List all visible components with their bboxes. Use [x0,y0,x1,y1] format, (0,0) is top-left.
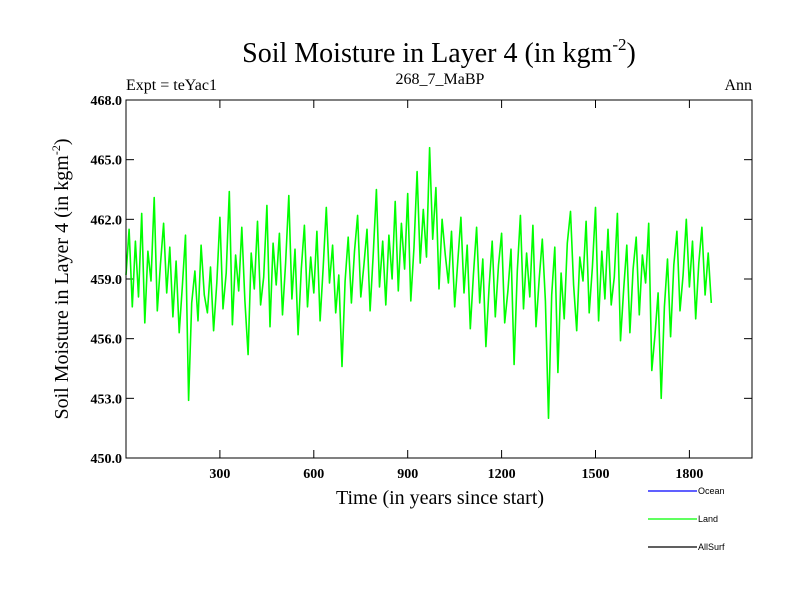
x-tick-label: 1200 [488,467,516,482]
y-tick-label: 459.0 [91,273,123,288]
period-label: 268_7_MaBP [396,71,485,88]
experiment-label: Expt = teYac1 [126,77,217,94]
x-axis-label: Time (in years since start) [336,487,544,509]
x-tick-label: 900 [397,467,418,482]
y-tick-label: 465.0 [91,154,123,169]
y-tick-label: 462.0 [91,213,123,228]
x-tick-label: 300 [209,467,230,482]
series-line-land [125,146,713,419]
x-tick-label: 1500 [582,467,610,482]
x-tick-label: 600 [303,467,324,482]
legend-label: Ocean [698,486,725,496]
legend: Ocean Land AllSurf [648,486,725,552]
chart-title: Soil Moisture in Layer 4 (in kgm-2) [242,35,636,69]
x-tick-label: 1800 [675,467,703,482]
legend-label: AllSurf [698,542,725,552]
season-label: Ann [724,77,752,94]
y-axis-label: Soil Moisture in Layer 4 (in kgm-2) [49,138,73,419]
y-tick-label: 456.0 [91,333,123,348]
x-axis-ticks: 300 600 900 1200 1500 1800 [209,100,703,482]
y-tick-label: 468.0 [91,94,123,109]
y-axis-ticks: 450.0 453.0 456.0 459.0 462.0 465.0 468.0 [91,94,752,467]
y-tick-label: 450.0 [91,452,123,467]
plot-frame [125,99,753,459]
legend-label: Land [698,514,718,524]
y-tick-label: 453.0 [91,392,123,407]
